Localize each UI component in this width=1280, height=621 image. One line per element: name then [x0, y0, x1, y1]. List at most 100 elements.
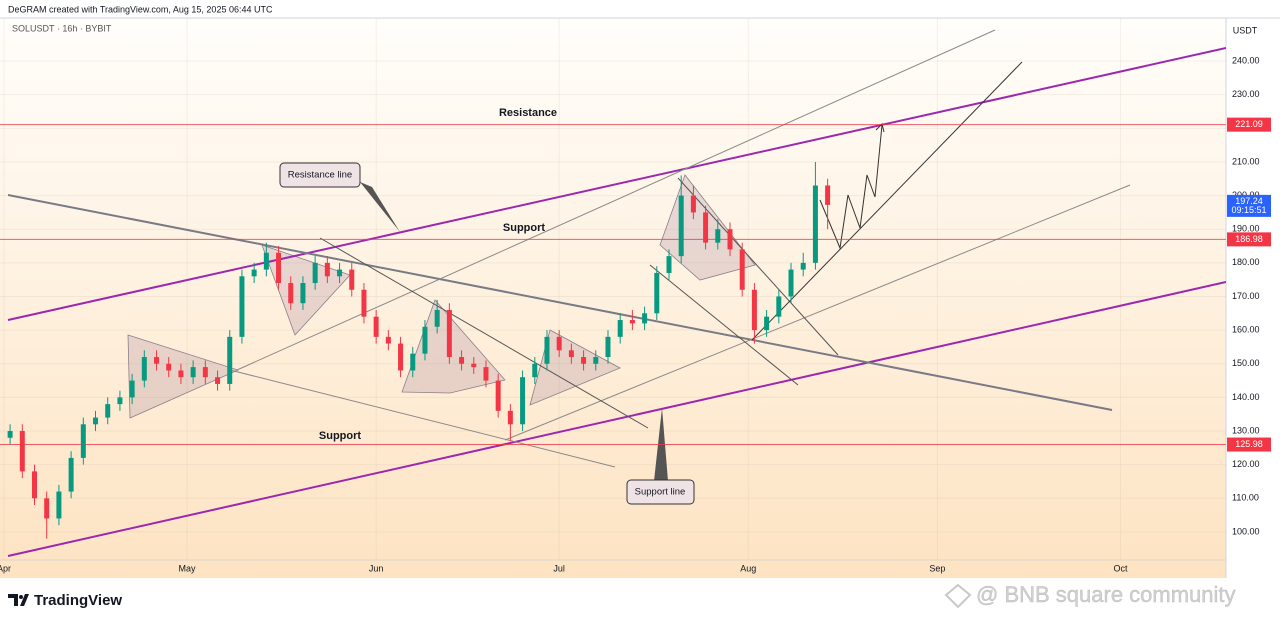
candle-body — [556, 336, 562, 351]
y-tick-label: 160.00 — [1232, 324, 1260, 334]
level-tag — [1227, 232, 1271, 247]
candle-body — [56, 491, 62, 519]
uptrend-line — [751, 61, 1023, 341]
candle-body — [617, 320, 623, 337]
y-tick-label: 170.00 — [1232, 291, 1260, 301]
level-label: 186.98 — [1235, 234, 1263, 244]
header: DeGRAM created with TradingView.com, Aug… — [8, 4, 273, 14]
candle-body — [483, 367, 489, 381]
candle-body — [32, 471, 38, 499]
callout-box — [279, 162, 361, 188]
candle-body — [690, 195, 696, 213]
candle-body — [605, 336, 611, 358]
candle-body — [129, 380, 135, 398]
candle-body — [812, 185, 818, 263]
candle-body — [678, 195, 684, 257]
candle-body — [715, 229, 721, 243]
candle-body — [349, 269, 355, 290]
candle-body — [629, 320, 635, 324]
channel-line — [677, 177, 839, 356]
candle-body — [227, 336, 233, 384]
y-tick-label: 150.00 — [1232, 358, 1260, 368]
currency: USDT — [1233, 25, 1258, 35]
candle-body — [263, 252, 269, 270]
candle-body — [471, 363, 477, 368]
brand: TradingView — [34, 592, 122, 609]
candle-body — [385, 336, 391, 344]
y-tick-label: 130.00 — [1232, 425, 1260, 435]
last-price-tag — [1227, 194, 1271, 217]
annotation: Support — [319, 430, 361, 442]
y-tick-label: 180.00 — [1232, 257, 1260, 267]
candle-body — [495, 380, 501, 411]
candle-body — [520, 377, 526, 425]
candle-body — [642, 313, 648, 324]
time-axis: Apr May Jun Jul Aug Sep Oct — [0, 563, 1128, 573]
candle-body — [568, 350, 574, 358]
candle-body — [410, 353, 416, 371]
candle-body — [324, 262, 330, 277]
candle-body — [312, 262, 318, 284]
candle-body — [544, 336, 550, 364]
triangle-pattern — [529, 329, 621, 406]
candle-body — [276, 252, 282, 284]
candle-body — [68, 457, 74, 492]
level-label: 125.98 — [1235, 439, 1263, 449]
candle-body — [337, 269, 343, 277]
candle-body — [739, 249, 745, 290]
candle-body — [44, 498, 50, 519]
x-tick-label: Sep — [929, 563, 945, 573]
levels — [0, 124, 1226, 446]
x-tick-label: Jun — [369, 563, 384, 573]
y-tick-label: 210.00 — [1232, 156, 1260, 166]
logo-dot — [19, 595, 23, 599]
callout-pointer — [360, 182, 400, 232]
candle-body — [532, 363, 538, 378]
x-tick-label: Apr — [0, 563, 11, 573]
y-tick-label: 110.00 — [1232, 493, 1259, 503]
x-tick-label: Jul — [553, 563, 565, 573]
channel-line — [504, 184, 1131, 441]
candle-body — [800, 262, 806, 270]
projection-path — [819, 124, 883, 250]
support-trendline — [7, 281, 1226, 557]
candle-body — [300, 283, 306, 304]
candle-body — [666, 256, 672, 273]
level-tag — [1227, 437, 1271, 452]
level-label: 221.09 — [1235, 119, 1263, 129]
price-axis-bg — [1226, 18, 1280, 578]
y-tick-label: 120.00 — [1232, 459, 1260, 469]
candle-body — [398, 343, 404, 371]
candle-body — [178, 370, 184, 378]
candle-body — [361, 289, 367, 317]
candle-body — [434, 309, 440, 327]
candle-body — [166, 363, 172, 371]
candle-body — [654, 272, 660, 314]
candle-body — [141, 357, 147, 381]
downtrend-line — [7, 194, 1113, 411]
candle-body — [776, 296, 782, 317]
annotation: Resistance — [499, 107, 557, 119]
channel-line — [649, 264, 799, 386]
candle-body — [373, 316, 379, 337]
resistance-trendline — [7, 47, 1226, 321]
candle-body — [215, 377, 221, 384]
x-tick-label: May — [179, 563, 197, 573]
candle-body — [764, 316, 770, 331]
projection-arrow — [875, 123, 885, 133]
candle-body — [7, 431, 13, 438]
annotation: Support — [503, 222, 545, 234]
candle-body — [446, 309, 452, 358]
plot-bg — [0, 18, 1226, 578]
candle-body — [154, 357, 160, 364]
candle-body — [251, 269, 257, 277]
candle-body — [751, 289, 757, 331]
candle-body — [581, 357, 587, 364]
last-price-label: 197.24 — [1235, 196, 1263, 206]
candle-body — [727, 229, 733, 250]
candle-body — [105, 404, 111, 418]
candle-body — [703, 212, 709, 243]
candle-body — [459, 357, 465, 364]
y-tick-label: 100.00 — [1232, 526, 1260, 536]
candle-body — [422, 326, 428, 354]
